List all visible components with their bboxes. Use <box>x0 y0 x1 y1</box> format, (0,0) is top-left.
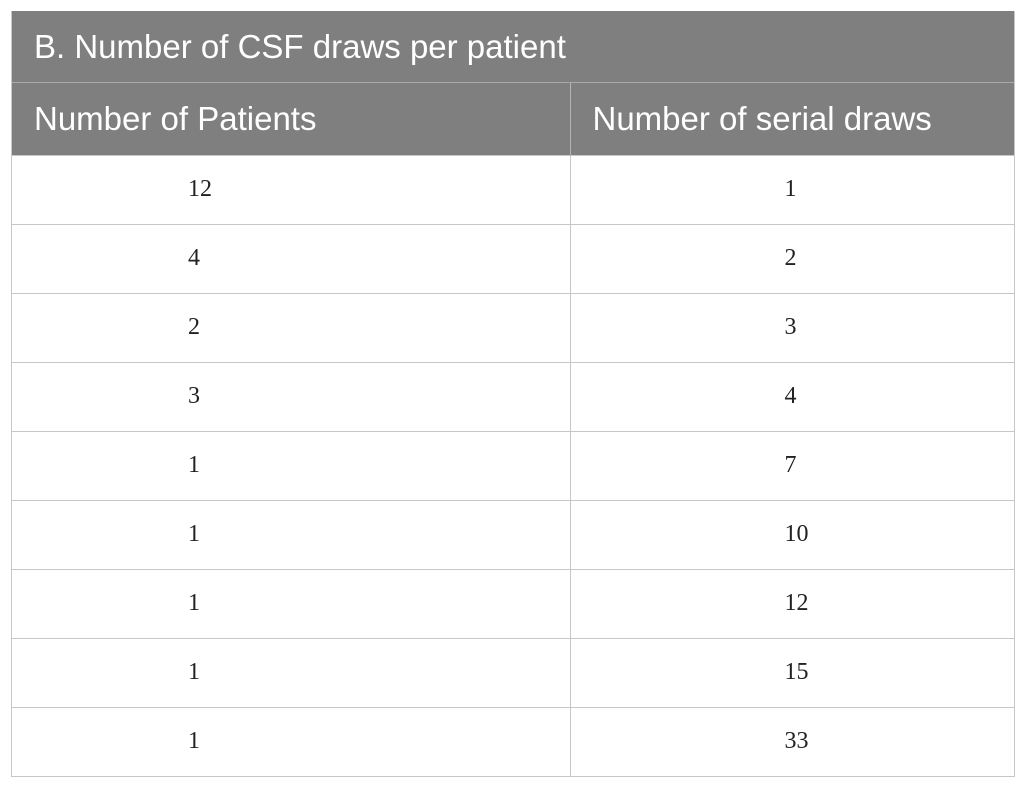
cell-patients: 2 <box>12 292 570 362</box>
table-row: 4 2 <box>12 223 1014 293</box>
table-row: 2 3 <box>12 292 1014 362</box>
table-row: 1 33 <box>12 706 1014 776</box>
table-row: 1 10 <box>12 499 1014 569</box>
cell-patients: 12 <box>12 154 570 224</box>
cell-draws: 2 <box>569 223 1014 293</box>
table-caption: B. Number of CSF draws per patient <box>12 11 1014 83</box>
cell-draws: 15 <box>569 637 1014 707</box>
csf-draws-table: B. Number of CSF draws per patient Numbe… <box>11 11 1015 777</box>
cell-draws: 1 <box>569 154 1014 224</box>
table-row: 3 4 <box>12 361 1014 431</box>
table-header: Number of Patients Number of serial draw… <box>12 83 1014 155</box>
cell-draws: 7 <box>569 430 1014 500</box>
table-row: 1 12 <box>12 568 1014 638</box>
cell-patients: 4 <box>12 223 570 293</box>
cell-draws: 33 <box>569 706 1014 776</box>
cell-patients: 1 <box>12 430 570 500</box>
table-body: 12 1 4 2 2 3 3 4 1 7 1 10 <box>12 154 1014 776</box>
data-table: Number of Patients Number of serial draw… <box>12 83 1014 776</box>
cell-patients: 1 <box>12 637 570 707</box>
cell-draws: 10 <box>569 499 1014 569</box>
cell-draws: 4 <box>569 361 1014 431</box>
cell-draws: 12 <box>569 568 1014 638</box>
table-row: 1 7 <box>12 430 1014 500</box>
header-row: Number of Patients Number of serial draw… <box>12 83 1014 155</box>
cell-patients: 1 <box>12 499 570 569</box>
header-number-of-patients: Number of Patients <box>12 83 570 155</box>
cell-draws: 3 <box>569 292 1014 362</box>
table-row: 12 1 <box>12 154 1014 224</box>
cell-patients: 1 <box>12 568 570 638</box>
table-row: 1 15 <box>12 637 1014 707</box>
header-number-of-serial-draws: Number of serial draws <box>569 83 1014 155</box>
cell-patients: 1 <box>12 706 570 776</box>
cell-patients: 3 <box>12 361 570 431</box>
